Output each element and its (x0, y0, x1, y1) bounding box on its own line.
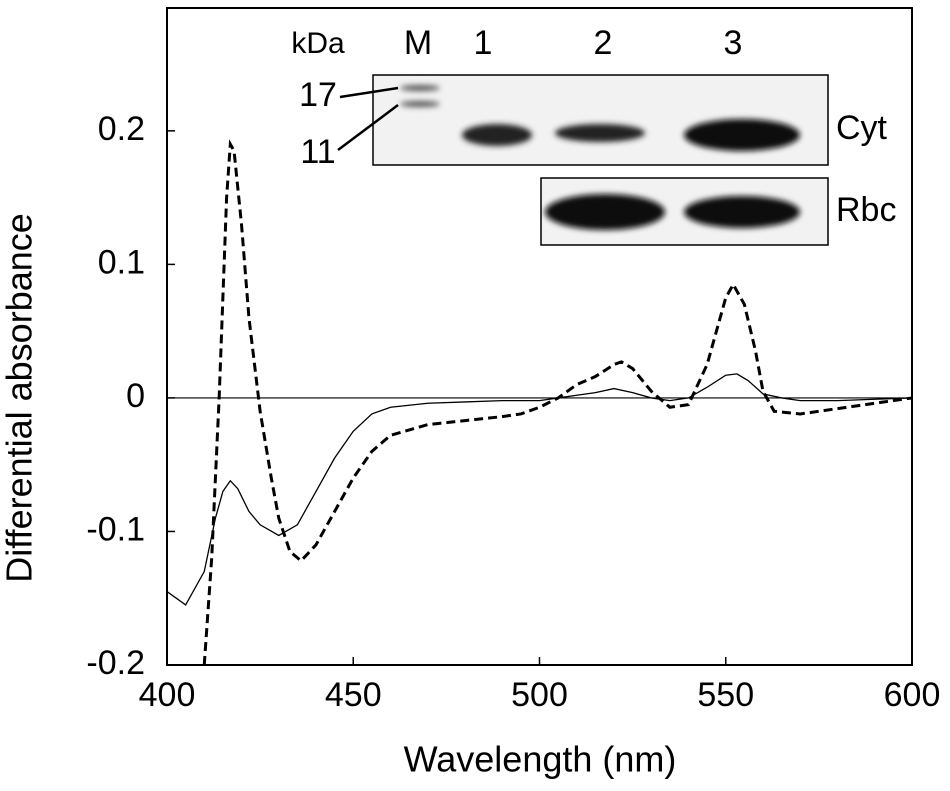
x-tick-label: 550 (697, 676, 754, 714)
series-line (202, 139, 912, 665)
row-label: Rbc (836, 191, 896, 229)
x-tick-label: 600 (884, 676, 941, 714)
y-tick-label: -0.2 (86, 644, 145, 682)
series-line (167, 373, 912, 606)
lane-label: 1 (474, 24, 493, 62)
y-tick-label: -0.1 (86, 510, 145, 548)
lane-label: 3 (724, 24, 743, 62)
y-tick-label: 0.1 (98, 243, 145, 281)
x-tick-label: 400 (139, 676, 196, 714)
inset: kDa M 1 2 3 17 11 Cyt Rbc (291, 24, 896, 246)
lane-label: 2 (594, 24, 613, 62)
inset-unit: kDa (291, 27, 345, 60)
x-tick-label: 450 (325, 676, 382, 714)
x-tick-label: 500 (511, 676, 568, 714)
marker-line (339, 86, 399, 99)
bands (400, 85, 800, 230)
x-axis-label: Wavelength (nm) (404, 739, 677, 780)
marker-label: 11 (300, 133, 335, 171)
y-tick-label: 0 (126, 377, 145, 415)
y-tick-label: 0.2 (98, 110, 145, 148)
lane-label: M (404, 24, 432, 62)
row-label: Cyt (836, 109, 888, 147)
y-axis-label: Differential absorbance (0, 213, 40, 583)
plot-frame (166, 7, 913, 666)
marker-line (337, 104, 399, 151)
marker-label: 17 (299, 76, 337, 114)
